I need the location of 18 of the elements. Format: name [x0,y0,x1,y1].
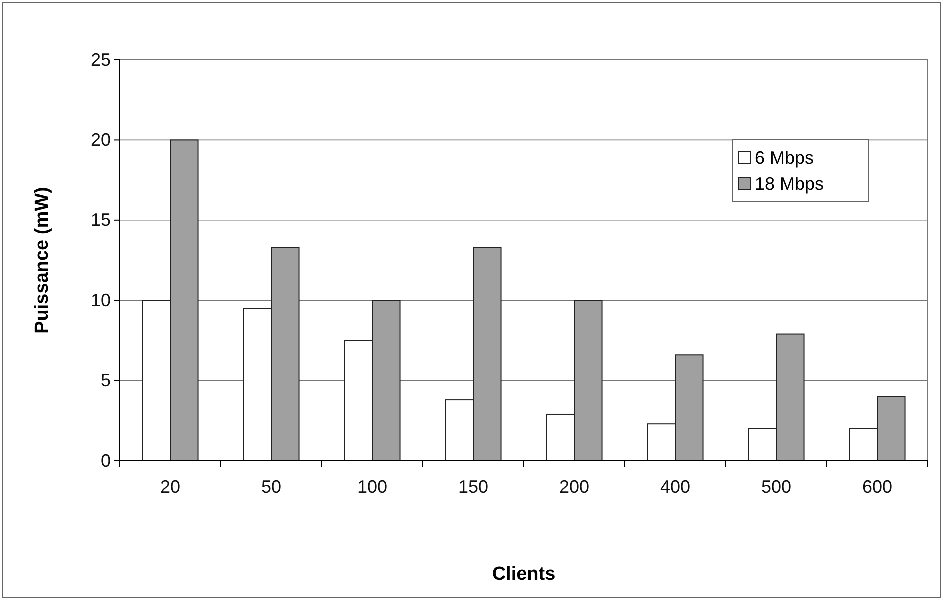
x-tick-label: 20 [160,476,181,497]
y-tick-label: 20 [90,130,111,150]
y-tick-label: 15 [90,210,111,230]
legend-label: 6 Mbps [755,148,814,168]
x-tick-label: 600 [862,476,893,497]
legend-label: 18 Mbps [755,174,824,194]
y-tick-label: 25 [90,50,111,70]
x-tick-label: 200 [559,476,590,497]
x-tick-label: 50 [261,476,282,497]
y-tick-label: 0 [100,450,111,471]
y-tick-label: 10 [90,290,111,310]
y-axis-title: Puissance (mW) [32,187,53,334]
y-tick-label: 5 [100,370,111,391]
x-tick-label: 400 [660,476,691,497]
x-axis-title: Clients [492,564,556,585]
x-tick-label: 500 [761,476,792,497]
x-tick-label: 100 [357,476,388,497]
x-tick-label: 150 [458,476,489,497]
